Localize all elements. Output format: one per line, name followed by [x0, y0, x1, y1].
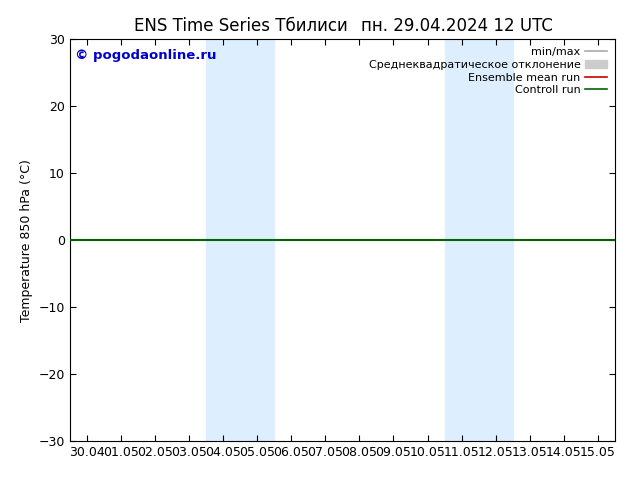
Text: ENS Time Series Тбилиси: ENS Time Series Тбилиси — [134, 17, 348, 35]
Legend: min/max, Среднеквадратическое отклонение, Ensemble mean run, Controll run: min/max, Среднеквадратическое отклонение… — [366, 45, 609, 98]
Y-axis label: Temperature 850 hPa (°C): Temperature 850 hPa (°C) — [20, 159, 33, 321]
Bar — [206, 39, 275, 441]
Bar — [444, 39, 513, 441]
Text: © pogodaonline.ru: © pogodaonline.ru — [75, 49, 217, 62]
Text: пн. 29.04.2024 12 UTC: пн. 29.04.2024 12 UTC — [361, 17, 552, 35]
